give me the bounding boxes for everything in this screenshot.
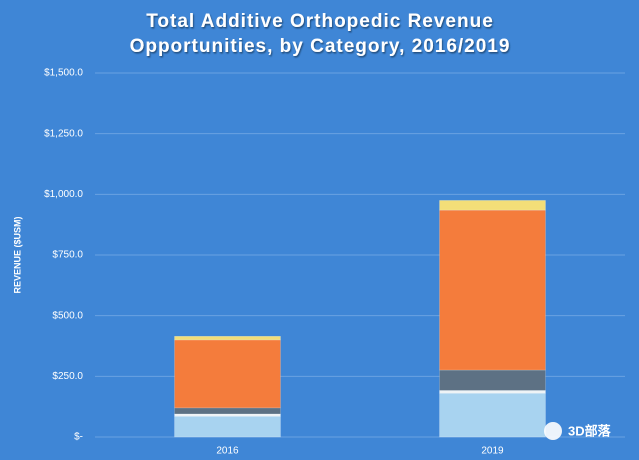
watermark-text: 3D部落 — [568, 423, 612, 438]
y-tick-label: $1,250.0 — [44, 128, 83, 139]
y-tick-label: $500.0 — [52, 310, 83, 321]
bar-segment — [174, 416, 281, 438]
bar-segment — [439, 369, 546, 391]
bar-segment — [174, 336, 281, 341]
bar-segment — [439, 200, 546, 211]
y-tick-label: $- — [74, 432, 83, 443]
chart-title: Total Additive Orthopedic Revenue — [146, 11, 494, 32]
bar-segment — [174, 413, 281, 417]
y-axis-label: REVENUE ($USM) — [12, 216, 22, 293]
bar-segment — [174, 339, 281, 409]
bar-segment — [439, 390, 546, 394]
bar-segment — [174, 407, 281, 415]
x-tick-label: 2016 — [216, 446, 239, 457]
y-tick-label: $1,000.0 — [44, 189, 83, 200]
y-tick-label: $750.0 — [52, 250, 83, 261]
watermark-icon — [544, 422, 562, 440]
bar-segment — [439, 209, 546, 371]
watermark: 3D部落 — [544, 422, 612, 440]
chart-subtitle: Opportunities, by Category, 2016/2019 — [130, 36, 511, 57]
bar-segment — [439, 393, 546, 438]
x-tick-label: 2019 — [481, 446, 504, 457]
y-tick-label: $250.0 — [52, 371, 83, 382]
y-tick-label: $1,500.0 — [44, 68, 83, 79]
